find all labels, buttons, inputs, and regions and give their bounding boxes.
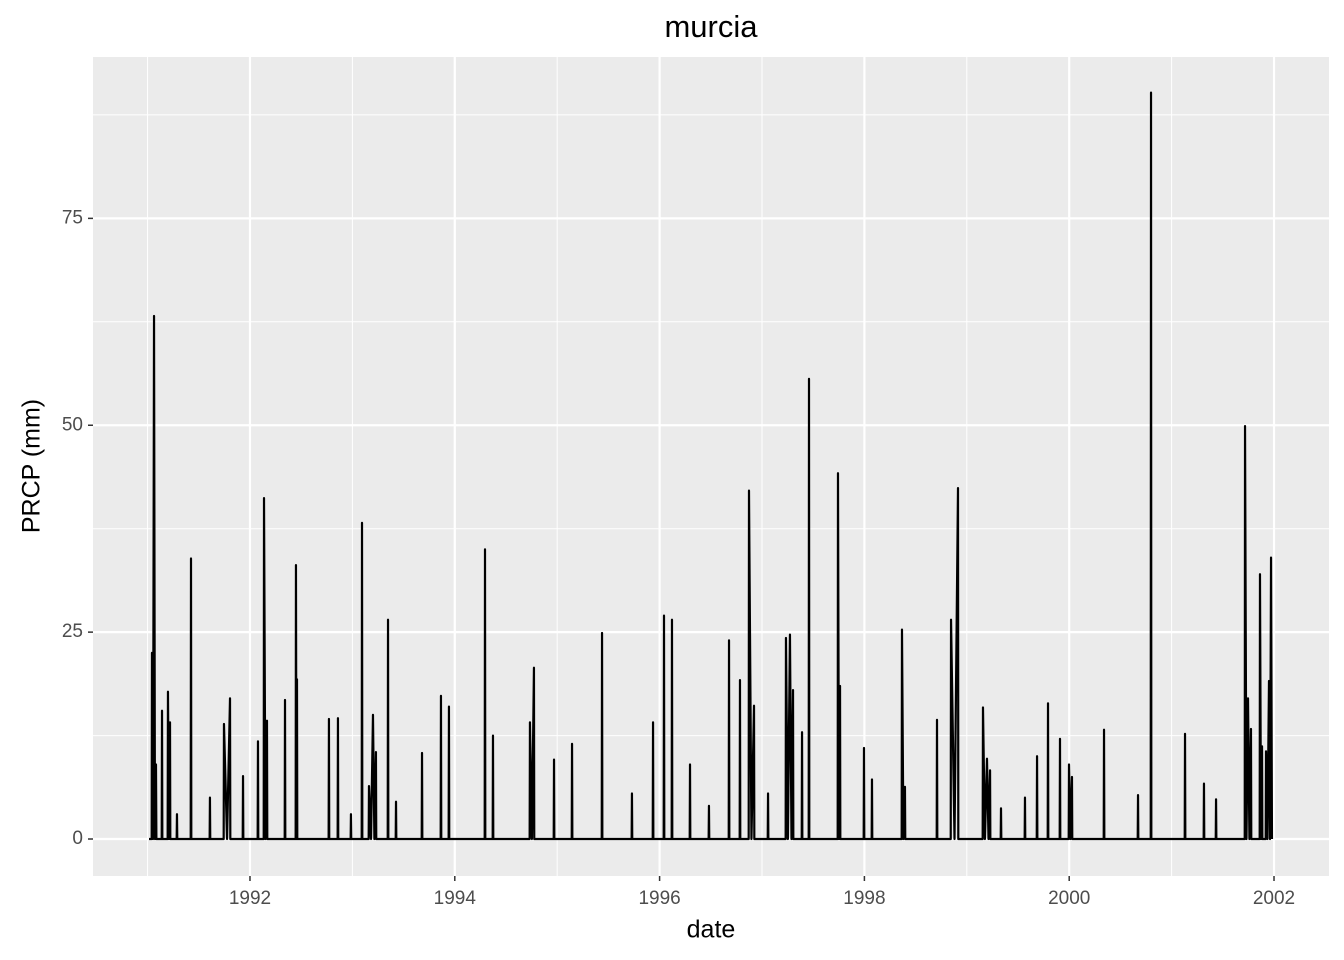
panel xyxy=(93,57,1329,876)
y-tick-label: 75 xyxy=(62,207,83,228)
y-tick-label: 0 xyxy=(72,828,83,849)
chart-title: murcia xyxy=(664,9,758,44)
x-tick-label: 1994 xyxy=(434,888,477,909)
y-tick-label: 50 xyxy=(62,414,83,435)
y-axis-label: PRCP (mm) xyxy=(18,399,46,533)
x-tick-label: 1998 xyxy=(843,888,885,909)
x-tick-label: 2002 xyxy=(1253,888,1295,909)
x-tick-label: 2000 xyxy=(1048,888,1090,909)
x-tick-label: 1992 xyxy=(229,888,271,909)
x-axis-label: date xyxy=(687,916,736,944)
y-tick-label: 25 xyxy=(62,621,83,642)
x-tick-label: 1996 xyxy=(638,888,680,909)
data-line xyxy=(149,91,1274,841)
